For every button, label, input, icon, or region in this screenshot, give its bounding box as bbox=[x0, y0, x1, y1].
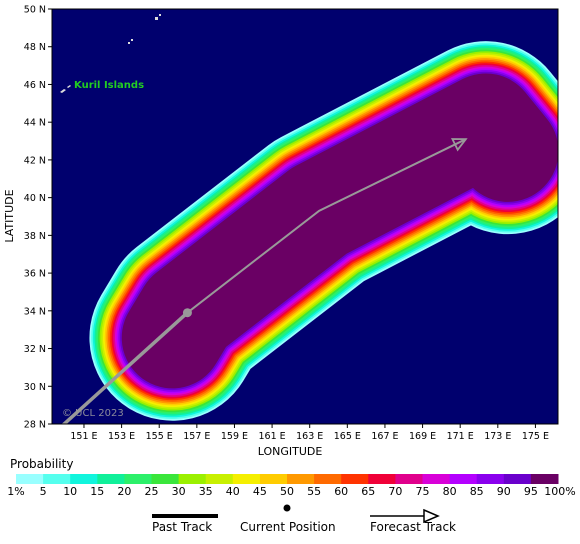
lat-tick-label: 28 N bbox=[24, 420, 46, 431]
scale-swatch bbox=[449, 474, 478, 484]
lon-tick-label: 169 E bbox=[409, 431, 436, 442]
scale-swatch bbox=[16, 474, 44, 484]
scale-swatch bbox=[341, 474, 369, 484]
scale-swatch bbox=[314, 474, 342, 484]
scale-swatch bbox=[124, 474, 152, 484]
lat-tick-label: 40 N bbox=[24, 193, 46, 204]
lat-tick-label: 30 N bbox=[24, 382, 46, 393]
scale-swatch bbox=[422, 474, 451, 484]
copyright-label: © UCL 2023 bbox=[62, 408, 124, 419]
scale-label: 55 bbox=[307, 485, 322, 498]
lon-tick-label: 167 E bbox=[371, 431, 398, 442]
kuril-islands bbox=[60, 14, 161, 93]
scale-label: 1% bbox=[7, 485, 25, 498]
lon-tick-label: 161 E bbox=[259, 431, 286, 442]
lon-tick-label: 157 E bbox=[183, 431, 210, 442]
scale-swatch bbox=[178, 474, 207, 484]
forecast-track-line bbox=[186, 138, 467, 314]
past-track-line bbox=[61, 311, 189, 424]
scale-swatch bbox=[151, 474, 180, 484]
lon-tick-label: 155 E bbox=[146, 431, 173, 442]
scale-swatch bbox=[395, 474, 423, 484]
scale-label: 15 bbox=[90, 485, 105, 498]
scale-label: 95 bbox=[523, 485, 538, 498]
lat-tick-label: 38 N bbox=[24, 231, 46, 242]
scale-label: 85 bbox=[469, 485, 484, 498]
scale-label: 60 bbox=[334, 485, 349, 498]
current-position-marker bbox=[182, 308, 192, 318]
scale-label: 35 bbox=[198, 485, 213, 498]
past-track-legend-label: Past Track bbox=[152, 520, 213, 534]
y-axis-title: LATITUDE bbox=[3, 189, 16, 242]
scale-label: 10 bbox=[63, 485, 78, 498]
x-axis-title: LONGITUDE bbox=[258, 445, 323, 458]
probability-color-scale bbox=[16, 474, 559, 484]
scale-label: 75 bbox=[415, 485, 430, 498]
lon-tick-label: 159 E bbox=[221, 431, 248, 442]
probability-scale-title: Probability bbox=[10, 457, 74, 471]
scale-swatch bbox=[205, 474, 234, 484]
scale-label: 70 bbox=[388, 485, 403, 498]
scale-swatch bbox=[70, 474, 98, 484]
scale-label: 30 bbox=[171, 485, 186, 498]
lat-tick-label: 50 N bbox=[24, 5, 46, 16]
axis-ticks: 151 E 153 E 155 E 157 E 159 E 161 E 163 E 165 E… bbox=[24, 5, 549, 443]
lon-tick-label: 153 E bbox=[108, 431, 135, 442]
scale-label: 50 bbox=[280, 485, 294, 498]
lat-tick-label: 46 N bbox=[24, 80, 46, 91]
scale-swatch bbox=[530, 474, 559, 484]
lat-tick-label: 48 N bbox=[24, 42, 46, 53]
forecast-track-legend-label: Forecast Track bbox=[370, 520, 456, 534]
scale-label: 40 bbox=[225, 485, 240, 498]
scale-swatch bbox=[476, 474, 505, 484]
lon-tick-label: 175 E bbox=[522, 431, 549, 442]
scale-swatch bbox=[97, 474, 125, 484]
forecast-arrowhead bbox=[450, 138, 468, 152]
map-frame bbox=[51, 8, 559, 425]
lon-tick-label: 173 E bbox=[484, 431, 511, 442]
kuril-islands-label: Kuril Islands bbox=[74, 80, 144, 91]
forecast-track-legend-arrowhead bbox=[423, 508, 440, 524]
lon-tick-label: 165 E bbox=[334, 431, 361, 442]
scale-swatch bbox=[503, 474, 532, 484]
lat-tick-label: 44 N bbox=[24, 118, 46, 129]
lat-tick-label: 42 N bbox=[24, 155, 46, 166]
scale-label: 25 bbox=[144, 485, 159, 498]
current-position-legend-label: Current Position bbox=[240, 520, 336, 534]
lon-tick-label: 163 E bbox=[296, 431, 323, 442]
scale-swatch bbox=[43, 474, 71, 484]
scale-label: 80 bbox=[442, 485, 457, 498]
scale-swatch bbox=[232, 474, 261, 484]
current-position-legend-dot bbox=[283, 504, 291, 512]
lat-tick-label: 36 N bbox=[24, 269, 46, 280]
scale-swatch bbox=[287, 474, 315, 484]
lon-tick-label: 171 E bbox=[447, 431, 474, 442]
scale-label: 5 bbox=[39, 485, 47, 498]
scale-swatch bbox=[368, 474, 396, 484]
lat-tick-label: 32 N bbox=[24, 344, 46, 355]
scale-label: 20 bbox=[117, 485, 132, 498]
scale-label: 45 bbox=[252, 485, 267, 498]
scale-label: 65 bbox=[361, 485, 376, 498]
scale-label: 100% bbox=[544, 485, 576, 498]
lat-tick-label: 34 N bbox=[24, 306, 46, 317]
scale-swatch bbox=[259, 474, 288, 484]
lon-tick-label: 151 E bbox=[70, 431, 97, 442]
scale-label: 90 bbox=[496, 485, 511, 498]
